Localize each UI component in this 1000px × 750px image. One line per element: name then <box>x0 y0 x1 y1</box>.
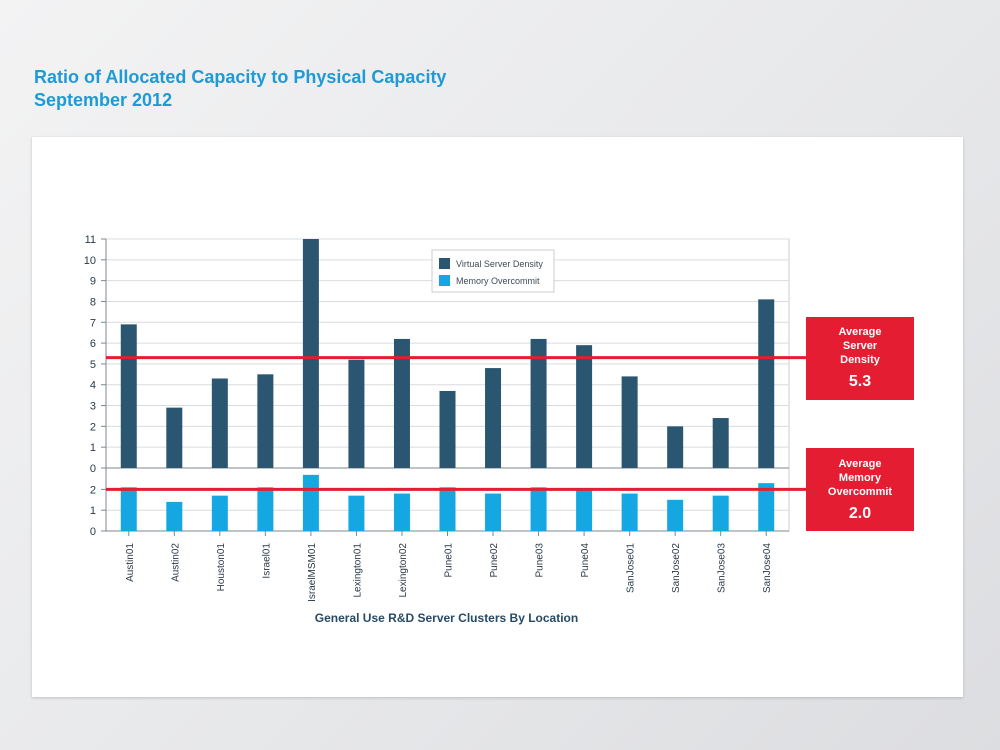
memory-bar <box>712 495 729 531</box>
y-tick-label: 2 <box>90 421 96 433</box>
memory-bar <box>393 493 410 531</box>
x-tick-label: Austin01 <box>125 543 136 582</box>
x-tick-label: Pune02 <box>489 543 500 578</box>
density-bar <box>667 426 684 468</box>
x-tick-label: Lexington01 <box>352 543 363 598</box>
x-tick-label: Austin02 <box>170 543 181 582</box>
memory-bar <box>211 495 228 531</box>
y-tick-label: 4 <box>90 380 96 392</box>
memory-bar <box>758 483 775 531</box>
x-tick-label: Pune04 <box>580 543 591 578</box>
memory-bar <box>439 487 456 531</box>
callout-label-line: Average <box>838 458 882 470</box>
title-line-1: Ratio of Allocated Capacity to Physical … <box>34 67 447 87</box>
density-bar <box>393 338 410 468</box>
x-tick-label: IsraelMSM01 <box>307 543 318 602</box>
y-tick-label: 1 <box>90 505 96 517</box>
y-tick-label: 8 <box>90 296 96 308</box>
callout-label-line: Average <box>838 326 882 338</box>
density-bar <box>348 359 365 468</box>
legend-swatch-memory <box>439 275 450 286</box>
y-tick-label: 1 <box>90 442 96 454</box>
density-bar <box>257 374 274 468</box>
x-tick-label: Lexington02 <box>398 543 409 598</box>
y-tick-label: 11 <box>85 234 96 246</box>
legend-label-memory: Memory Overcommit <box>456 276 540 286</box>
memory-bar <box>667 499 684 531</box>
x-tick-label: SanJose04 <box>762 543 773 593</box>
x-tick-label: Houston01 <box>216 543 227 592</box>
x-tick-label: Pune03 <box>535 543 546 578</box>
y-tick-label: 7 <box>90 317 96 329</box>
x-tick-label: SanJose02 <box>671 543 682 593</box>
memory-bar <box>485 493 502 531</box>
callout-label-line: Memory <box>838 472 882 484</box>
x-tick-label: SanJose01 <box>626 543 637 593</box>
y-tick-label: 3 <box>90 401 96 413</box>
density-bar <box>530 338 547 468</box>
legend-label-density: Virtual Server Density <box>456 259 543 269</box>
callout-value: 2.0 <box>848 505 872 522</box>
x-tick-label: Pune01 <box>444 543 455 578</box>
x-tick-label: SanJose03 <box>717 543 728 593</box>
y-tick-label: 0 <box>90 526 96 538</box>
density-bar <box>576 345 593 468</box>
title-line-2: September 2012 <box>34 90 173 110</box>
y-tick-label: 5 <box>90 359 96 371</box>
y-tick-label: 0 <box>90 463 96 475</box>
y-tick-label: 2 <box>90 484 96 496</box>
density-bar <box>712 418 729 468</box>
density-bar <box>120 324 137 468</box>
callout-label-line: Overcommit <box>827 486 893 498</box>
memory-bar <box>302 474 319 531</box>
legend-box <box>431 249 555 293</box>
density-bar <box>166 407 183 468</box>
y-tick-label: 6 <box>90 338 96 350</box>
density-bar <box>211 378 228 468</box>
callout-value: 5.3 <box>848 373 872 390</box>
density-bar <box>758 299 775 468</box>
memory-bar <box>166 501 183 531</box>
memory-bar <box>348 495 365 531</box>
y-tick-label: 9 <box>90 276 96 288</box>
memory-bar <box>257 487 274 531</box>
callout-label-line: Server <box>842 340 878 352</box>
legend-swatch-density <box>439 258 450 269</box>
memory-bar <box>530 487 547 531</box>
density-bar <box>621 376 638 468</box>
density-bar <box>485 368 502 468</box>
callout-label-line: Density <box>840 354 880 366</box>
memory-bar <box>576 489 593 531</box>
density-bar <box>302 239 319 468</box>
memory-bar <box>120 487 137 531</box>
density-bar <box>439 390 456 468</box>
x-axis-title: General Use R&D Server Clusters By Locat… <box>315 611 578 625</box>
x-tick-label: Israel01 <box>261 543 272 579</box>
y-tick-label: 10 <box>84 255 96 267</box>
memory-bar <box>621 493 638 531</box>
average-memory-overcommit-callout: Average Memory Overcommit 2.0 <box>806 448 914 531</box>
average-server-density-callout: Average Server Density 5.3 <box>806 317 914 400</box>
page-title: Ratio of Allocated Capacity to Physical … <box>34 66 446 112</box>
